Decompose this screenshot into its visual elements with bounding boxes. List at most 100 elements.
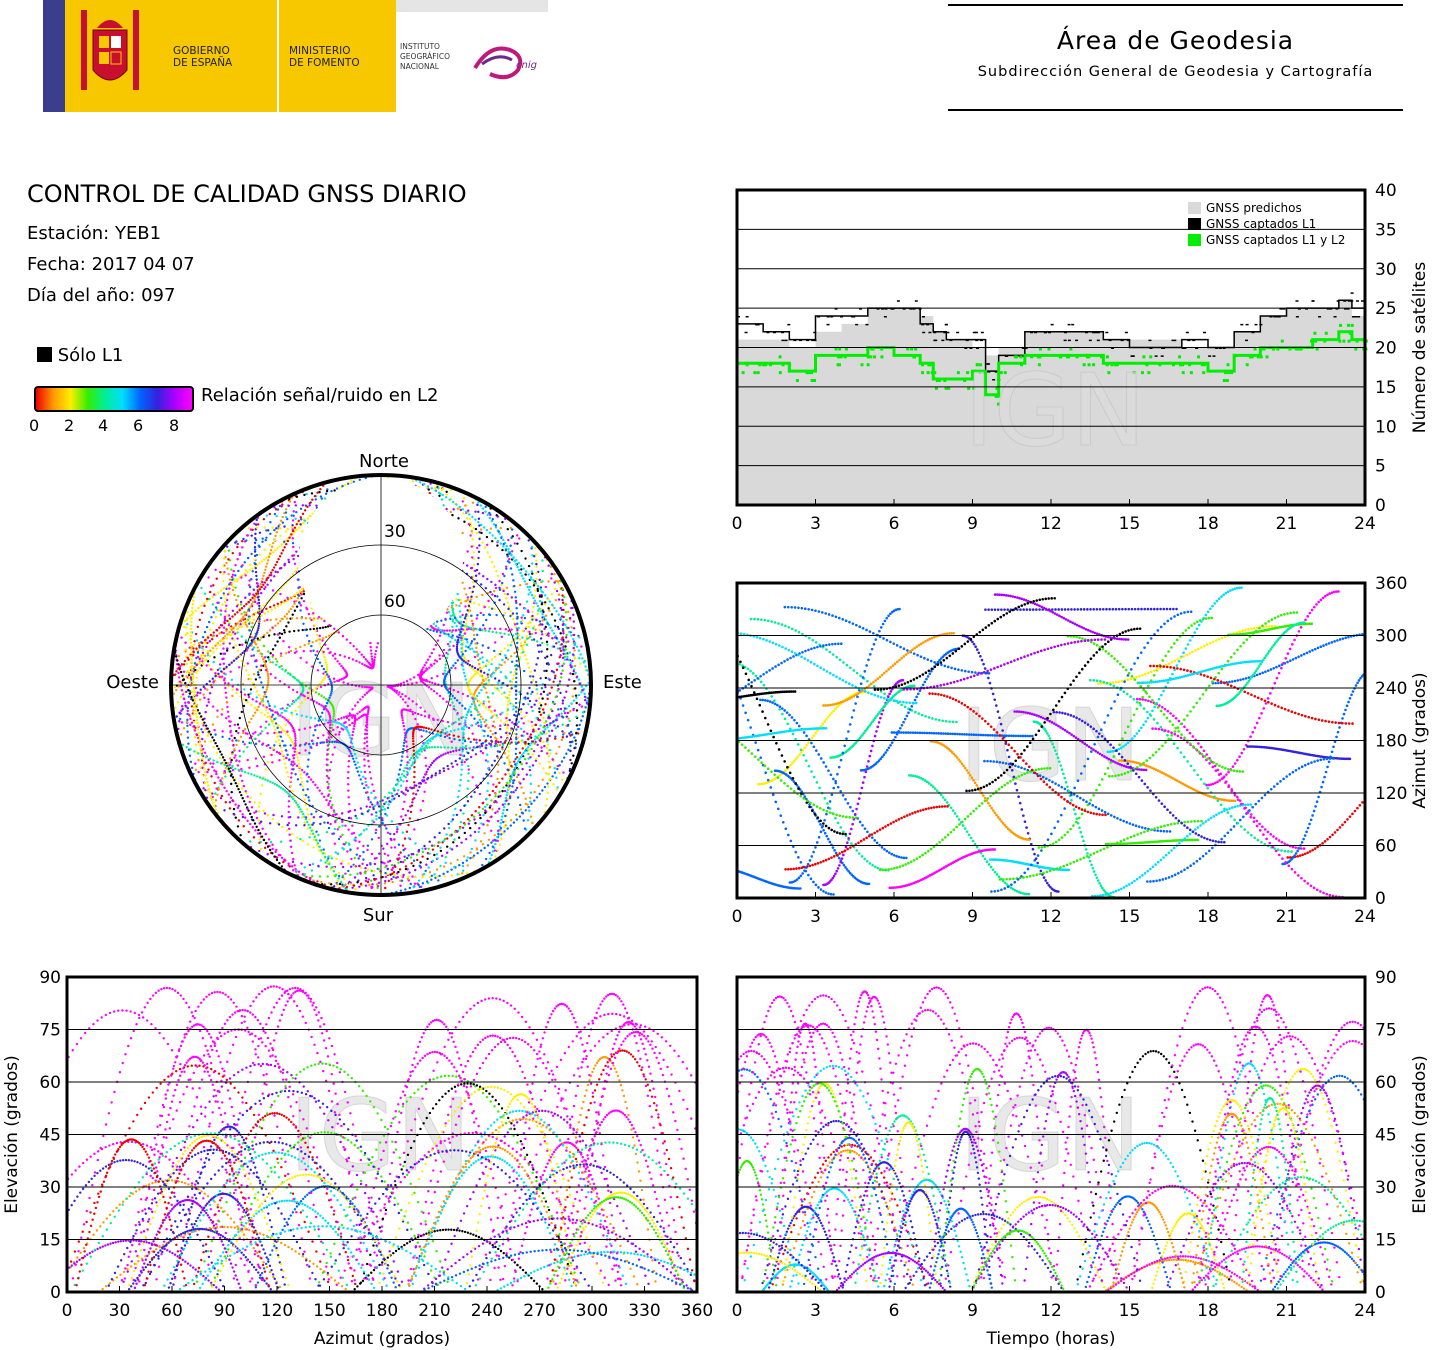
series-step: [1225, 379, 1229, 382]
track-point: [819, 666, 822, 670]
track-point: [1277, 671, 1281, 675]
track-point: [764, 716, 767, 720]
track-point: [1138, 697, 1142, 701]
track-point: [900, 723, 904, 727]
track-point: [1239, 678, 1242, 682]
track-point: [834, 642, 837, 646]
track-point: [995, 873, 999, 876]
track-point: [575, 1146, 578, 1150]
track-point: [1141, 698, 1145, 701]
track-point: [824, 824, 828, 828]
track-point: [1313, 647, 1317, 651]
track-point: [1341, 823, 1344, 827]
series-step: [1115, 363, 1119, 367]
track-point: [1066, 800, 1069, 803]
track-point: [1274, 849, 1278, 853]
track-point: [1025, 875, 1029, 879]
track-point: [1099, 728, 1103, 732]
track-point: [516, 1263, 519, 1267]
track-point: [1151, 865, 1155, 869]
track-point: [212, 1095, 215, 1098]
series-step: [1142, 355, 1146, 359]
track-point: [831, 846, 835, 849]
ign-logo: INSTITUTO GEOGRÁFICO NACIONAL cnig: [396, 0, 548, 112]
track-point: [450, 1228, 453, 1231]
track-point: [822, 859, 825, 863]
track-point: [240, 1146, 243, 1149]
track-point: [1145, 759, 1149, 762]
track-point: [973, 781, 977, 785]
track-point: [220, 1085, 224, 1088]
track-point: [1062, 772, 1065, 776]
track-point: [890, 867, 893, 871]
track-point: [1239, 802, 1243, 806]
track-point: [1186, 643, 1190, 646]
track-point: [933, 665, 937, 669]
track-point: [1103, 772, 1107, 776]
track-point: [957, 818, 961, 821]
track-point: [834, 615, 838, 619]
track-point: [604, 1115, 607, 1119]
track-point: [1149, 867, 1152, 871]
track-point: [1254, 802, 1258, 806]
track-point: [969, 675, 973, 679]
track-point: [190, 1182, 194, 1185]
x-tick-label: 3: [810, 514, 821, 534]
track-point: [632, 1127, 635, 1130]
track-point: [935, 731, 938, 735]
track-point: [1095, 812, 1098, 816]
track-point: [963, 733, 966, 736]
track-point: [841, 815, 845, 818]
track-point: [1106, 812, 1110, 816]
track-point: [1164, 853, 1168, 857]
track-point: [1182, 668, 1186, 672]
track-point: [1063, 797, 1066, 801]
track-point: [502, 1251, 505, 1255]
track-point: [1055, 710, 1059, 714]
track-point: [81, 1161, 85, 1165]
track-point: [1179, 667, 1182, 671]
track-point: [1087, 745, 1091, 749]
track-point: [990, 890, 993, 893]
track-point: [953, 812, 957, 815]
track-point: [1037, 768, 1041, 771]
track-point: [555, 1171, 559, 1174]
track-point: [759, 756, 762, 759]
track-point: [554, 1148, 557, 1151]
track-point: [890, 852, 894, 856]
series-step: [1354, 347, 1358, 351]
track-point: [827, 826, 831, 830]
track-point: [1246, 831, 1250, 834]
track-point: [283, 1283, 286, 1286]
track-point: [516, 1121, 519, 1124]
track-point: [217, 1055, 220, 1058]
track-point: [746, 718, 750, 722]
track-point: [1233, 587, 1237, 591]
track-point: [522, 1202, 525, 1206]
track-point: [852, 669, 856, 672]
track-point: [752, 691, 756, 694]
track-point: [1337, 590, 1340, 593]
track-point: [1133, 627, 1136, 631]
track-point: [812, 745, 816, 749]
track-point: [1098, 645, 1102, 649]
track-point: [174, 1069, 178, 1073]
report-info: CONTROL DE CALIDAD GNSS DIARIO Estación:…: [27, 180, 467, 311]
track-point: [1325, 643, 1328, 646]
series-step: [1348, 331, 1352, 335]
track-point: [771, 667, 774, 670]
track-point: [1122, 690, 1126, 694]
track-point: [162, 1105, 166, 1109]
track-point: [1206, 675, 1209, 678]
track-point: [1204, 617, 1208, 620]
track-point: [200, 1190, 203, 1193]
track-point: [1121, 607, 1124, 611]
track-point: [512, 1277, 516, 1280]
track-point: [1233, 794, 1237, 797]
track-point: [1214, 769, 1218, 773]
series-step: [778, 355, 782, 359]
track-point: [104, 1145, 107, 1149]
track-point: [280, 1268, 283, 1272]
track-point: [912, 652, 916, 655]
track-point: [258, 1182, 262, 1185]
